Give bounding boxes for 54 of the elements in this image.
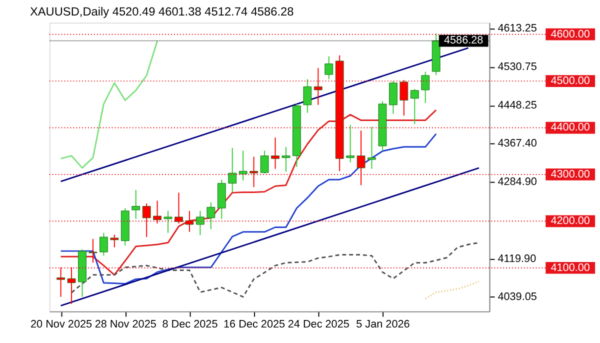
- y-tick-label: 4448.25: [498, 100, 537, 112]
- x-tick-label: 8 Dec 2025: [162, 318, 218, 331]
- y-tick-label: 4284.90: [498, 176, 537, 188]
- chart-title: XAUUSD,Daily 4520.49 4601.38 4512.74 4586.28: [30, 4, 294, 18]
- candlestick: [324, 56, 334, 80]
- candlestick: [356, 130, 366, 186]
- candlestick: [421, 71, 430, 104]
- y-tick-label: 4613.25: [498, 22, 537, 35]
- candlestick: [153, 200, 162, 224]
- candlestick: [56, 266, 66, 298]
- line-series: [60, 40, 158, 169]
- line-series: [60, 133, 437, 285]
- candlestick: [314, 67, 322, 106]
- candlestick: [238, 150, 248, 182]
- candlestick: [110, 234, 119, 248]
- y-tick-label: 4530.75: [498, 61, 537, 74]
- candlestick: [271, 137, 280, 170]
- candlestick: [282, 146, 290, 172]
- ref-line-label: 4200.00: [550, 215, 590, 228]
- candlestick: [410, 88, 419, 125]
- ref-line-label: 4500.00: [550, 75, 590, 88]
- y-tick-label: 4367.40: [498, 137, 537, 150]
- line-series: [70, 242, 480, 298]
- candlestick: [206, 202, 216, 230]
- candlestick: [250, 156, 258, 188]
- candlestick: [196, 210, 204, 236]
- candlestick: [142, 202, 151, 238]
- x-tick-label: 24 Dec 2025: [288, 318, 350, 331]
- candlestick: [164, 210, 172, 234]
- x-tick-label: 28 Nov 2025: [94, 318, 156, 331]
- x-tick-label: 5 Jan 2026: [356, 318, 410, 331]
- candlestick: [174, 192, 183, 224]
- candlestick: [99, 232, 108, 256]
- candlestick: [346, 124, 355, 163]
- candlestick: [132, 189, 140, 220]
- ref-line-label: 4586.28: [444, 34, 484, 47]
- ref-line-label: 4100.00: [550, 262, 590, 274]
- ref-line-label: 4400.00: [550, 122, 590, 134]
- x-tick-label: 16 Dec 2025: [224, 318, 286, 331]
- candlestick: [303, 78, 312, 114]
- x-tick-label: 20 Nov 2025: [30, 318, 92, 331]
- candlestick: [185, 210, 194, 232]
- line-series: [424, 280, 480, 300]
- candlestick: [260, 150, 269, 174]
- ref-line-label: 4600.00: [550, 28, 590, 40]
- candlestick: [389, 80, 398, 114]
- candlestick: [88, 238, 98, 264]
- y-tick-label: 4119.90: [498, 253, 536, 266]
- candlestick: [400, 80, 408, 116]
- y-tick-label: 4039.05: [498, 290, 537, 303]
- candlestick: [368, 126, 376, 170]
- candlestick: [67, 266, 76, 304]
- ref-line-label: 4300.00: [550, 168, 590, 180]
- candlestick: [228, 147, 237, 193]
